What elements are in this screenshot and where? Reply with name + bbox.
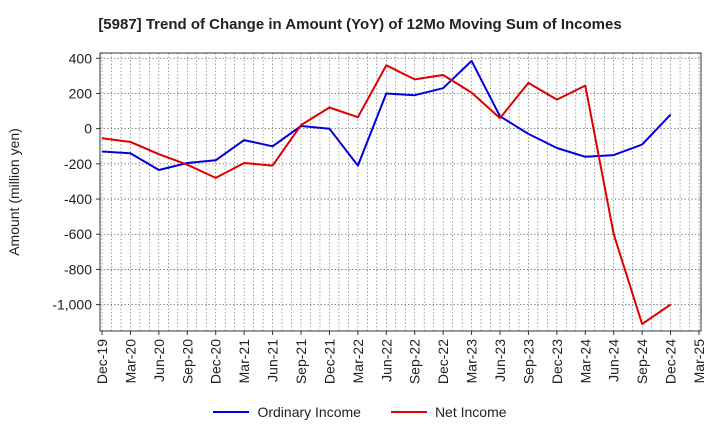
x-tick-label: Mar-21 [236, 339, 252, 384]
x-tick-label: Dec-20 [208, 339, 224, 384]
x-tick-label: Dec-22 [435, 339, 451, 384]
x-tick-label: Sep-24 [634, 339, 650, 384]
x-tick-label: Mar-23 [464, 339, 480, 384]
legend-swatch-ordinary-income [213, 411, 250, 413]
y-tick-label: -1,000 [52, 297, 92, 313]
x-tick-label: Jun-24 [606, 339, 622, 382]
legend-item-ordinary-income: Ordinary Income [213, 404, 361, 420]
x-tick-label: Jun-21 [265, 339, 281, 382]
x-tick-label: Dec-24 [663, 339, 679, 384]
y-tick-label: -800 [64, 261, 92, 277]
series-lines [101, 59, 672, 325]
y-tick-label: 400 [69, 50, 93, 66]
series-line-net-income [101, 64, 672, 325]
x-tick-label: Sep-22 [407, 339, 423, 384]
y-tick-label: -400 [64, 191, 92, 207]
legend-label-ordinary-income: Ordinary Income [257, 404, 361, 420]
x-tick-label: Dec-21 [321, 339, 337, 384]
x-tick-label: Mar-25 [691, 339, 707, 384]
legend: Ordinary Income Net Income [0, 404, 720, 420]
legend-label-net-income: Net Income [434, 404, 507, 420]
x-tick-label: Sep-23 [520, 339, 536, 384]
chart-title: [5987] Trend of Change in Amount (YoY) o… [98, 16, 622, 33]
x-tick-label: Dec-19 [94, 339, 110, 384]
x-tick-label: Jun-20 [151, 339, 167, 382]
plot-area [99, 52, 702, 332]
series-line-ordinary-income [101, 59, 672, 171]
x-tick-label: Mar-24 [577, 339, 593, 384]
y-tick-label: -600 [64, 226, 92, 242]
legend-item-net-income: Net Income [390, 404, 507, 420]
x-tick-label: Jun-22 [378, 339, 394, 382]
x-tick-label: Sep-20 [179, 339, 195, 384]
x-tick-label: Dec-23 [549, 339, 565, 384]
x-tick-label: Sep-21 [293, 339, 309, 384]
x-tick-label: Mar-20 [122, 339, 138, 384]
y-tick-label: -200 [64, 156, 92, 172]
y-axis-label: Amount (million yen) [6, 128, 22, 256]
legend-swatch-net-income [390, 411, 427, 413]
y-tick-label: 0 [84, 121, 92, 137]
x-axis-ticks: Dec-19 Mar-20 Jun-20 Sep-20 Dec-20 Mar-21 Jun-… [94, 331, 707, 384]
x-tick-label: Mar-22 [350, 339, 366, 384]
grid-lines [100, 53, 701, 331]
x-tick-label: Jun-23 [492, 339, 508, 382]
y-tick-label: 200 [69, 85, 93, 101]
y-axis-ticks: 400 200 0 -200 -400 -600 -800 -1,000 [52, 50, 100, 313]
